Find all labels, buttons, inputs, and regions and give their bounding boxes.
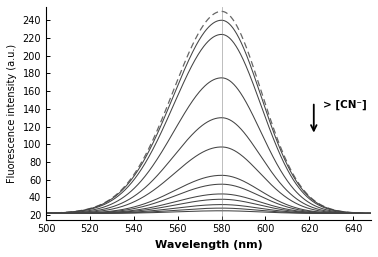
Y-axis label: Fluorescence intensity (a.u.): Fluorescence intensity (a.u.) <box>7 44 17 183</box>
X-axis label: Wavelength (nm): Wavelength (nm) <box>155 240 262 250</box>
Text: > [CN⁻]: > [CN⁻] <box>322 100 366 110</box>
